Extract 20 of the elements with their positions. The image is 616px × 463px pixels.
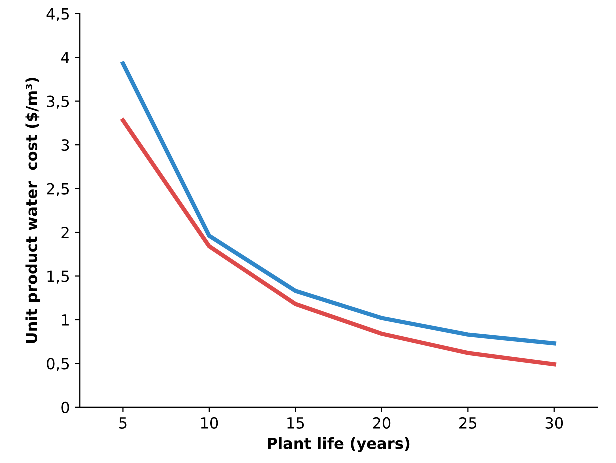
y-tick-label: 3	[62, 140, 70, 152]
line-series	[121, 62, 556, 346]
y-tick-label: 4	[61, 52, 70, 64]
x-tick-label: 30	[546, 417, 564, 429]
y-tick-label: 3,5	[47, 96, 70, 109]
y-tick-label: 1,5	[48, 270, 70, 284]
y-tick-label: 2,5	[47, 183, 70, 196]
x-tick-label: 20	[373, 417, 391, 429]
y-tick-label: 2	[62, 226, 69, 238]
x-tick-label: 10	[201, 417, 218, 429]
x-tick-label: 15	[288, 418, 304, 429]
y-tick-label: 0,5	[47, 358, 70, 372]
x-axis-title: Plant life (years)	[268, 438, 410, 452]
x-tick-label: 25	[460, 417, 477, 429]
y-tick-label: 0	[62, 402, 70, 414]
y-tick-label: 1	[62, 314, 69, 326]
y-tick-label: 4,5	[46, 8, 70, 22]
x-tick-label: 5	[120, 418, 127, 429]
line-series	[121, 118, 556, 367]
y-axis-title: Unit product water cost ($/m³)	[26, 78, 41, 344]
